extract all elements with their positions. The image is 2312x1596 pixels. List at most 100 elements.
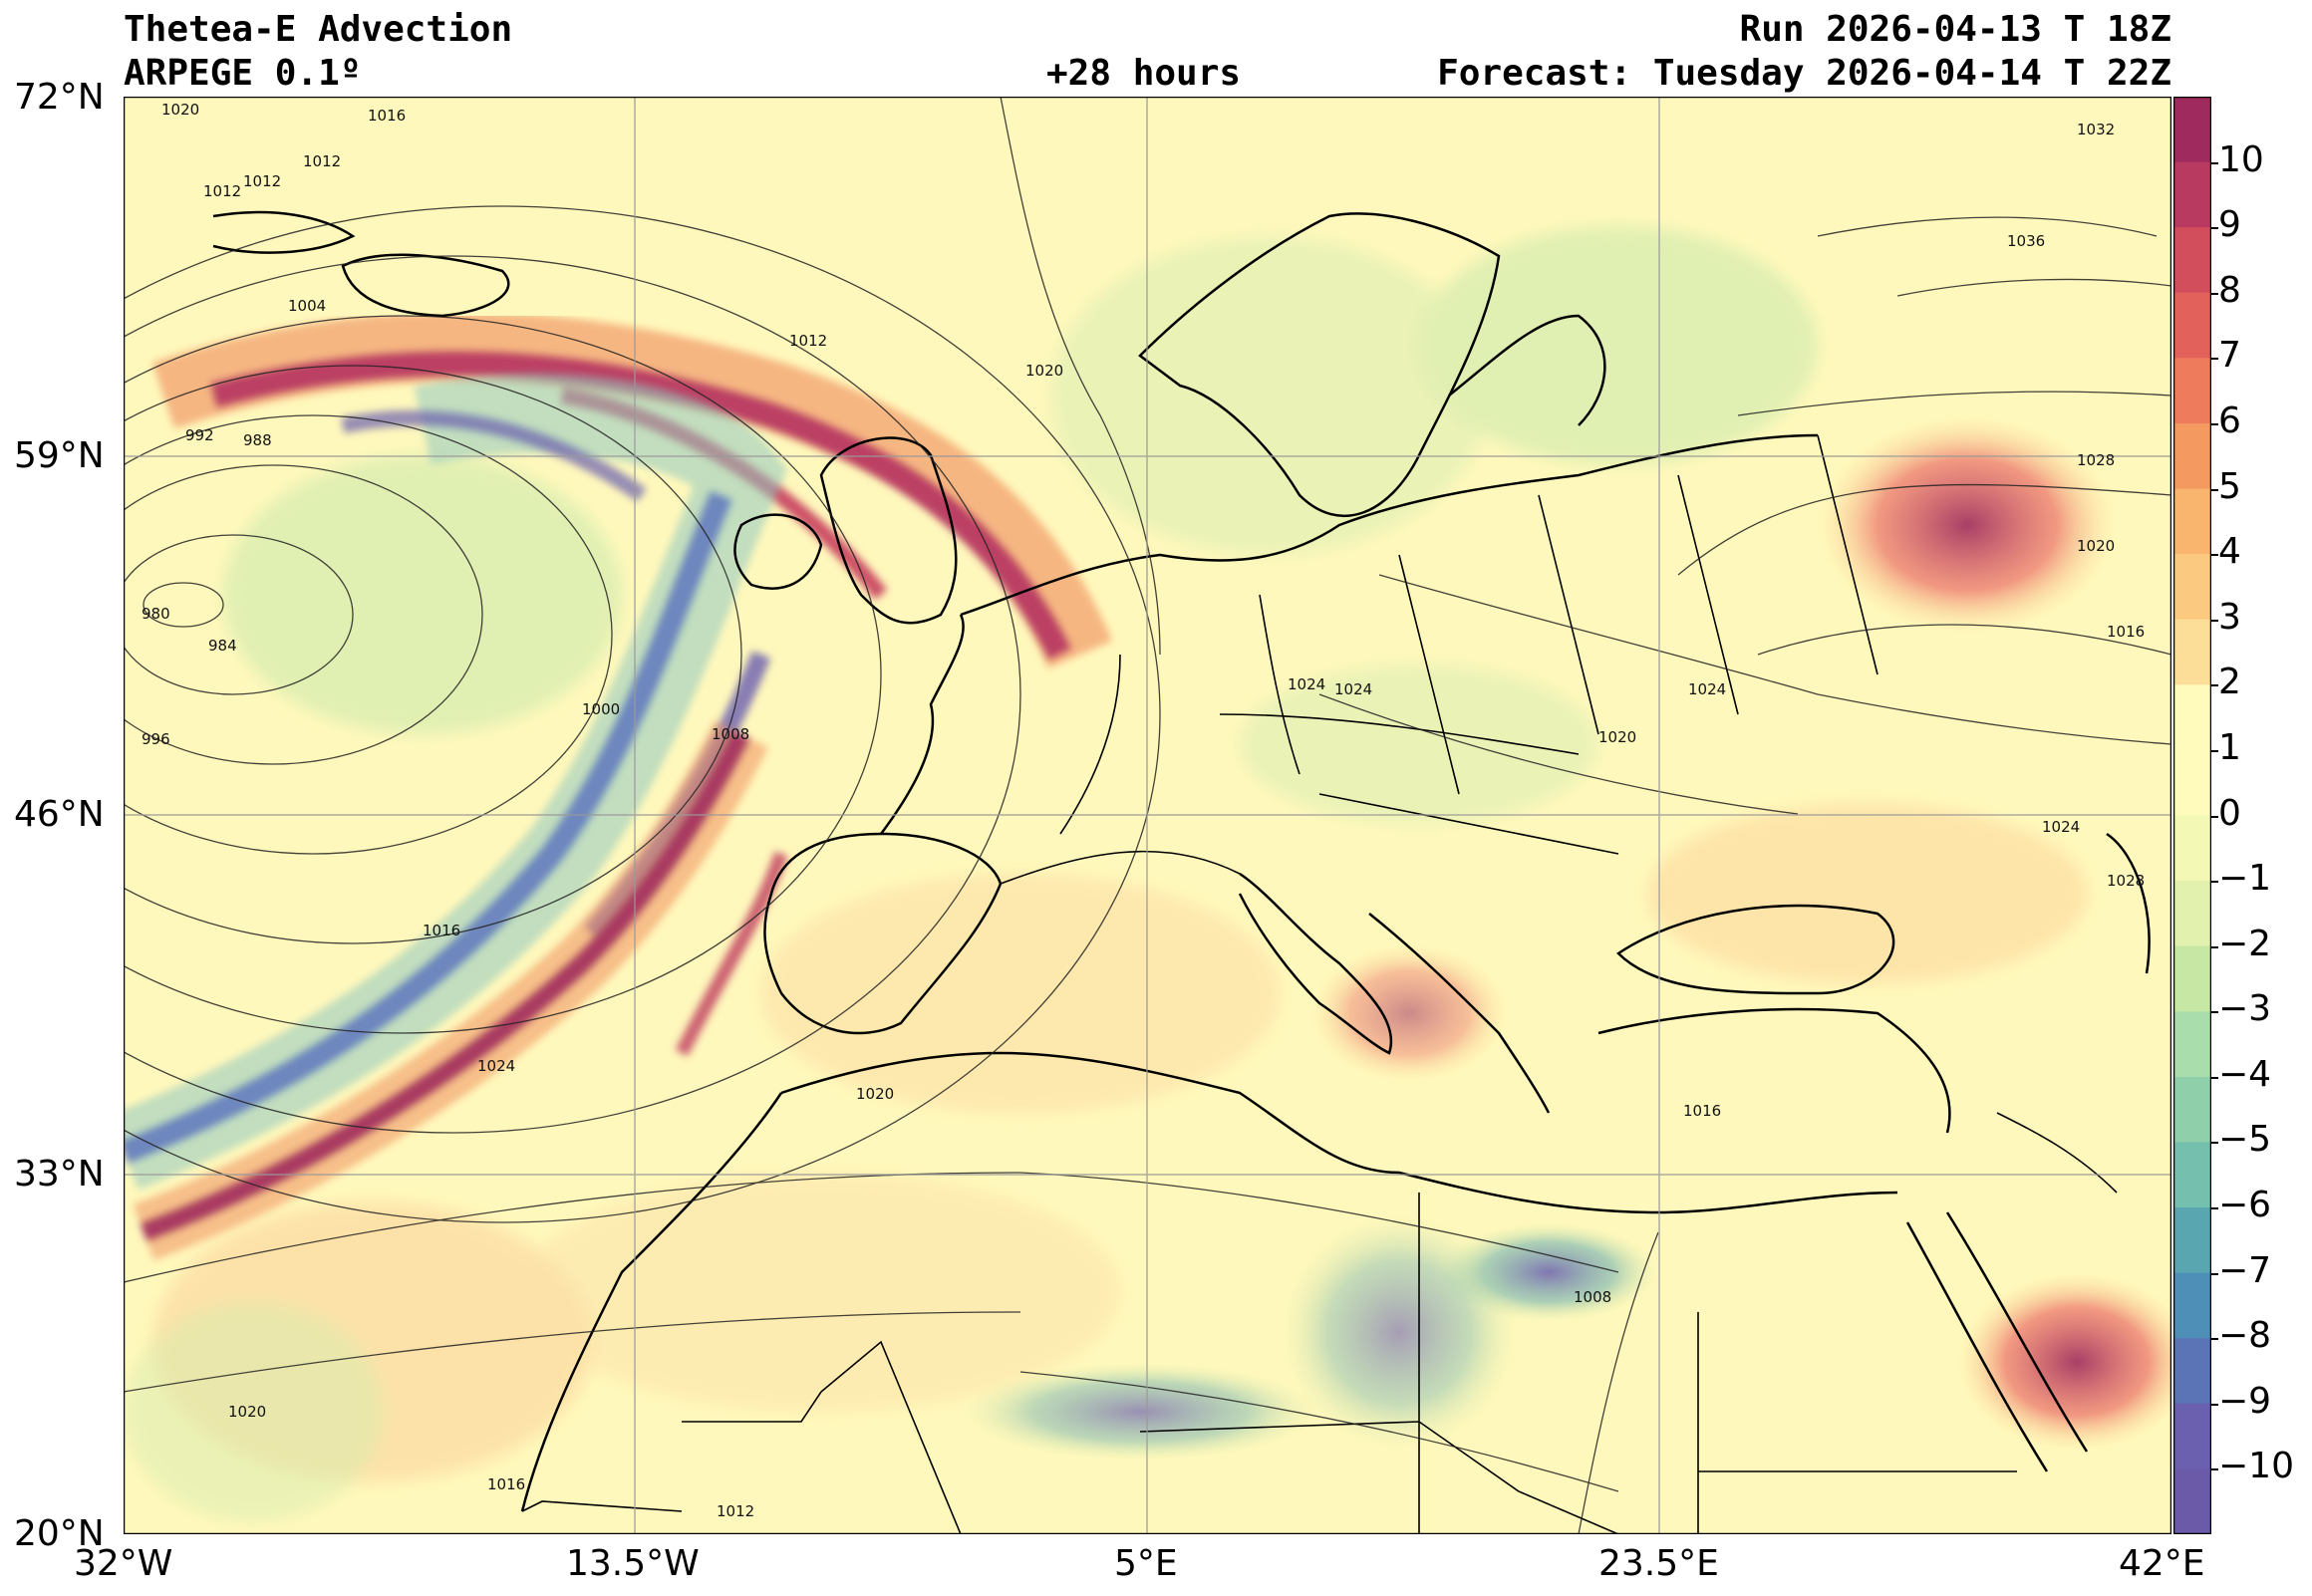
colorbar-tick xyxy=(2211,684,2218,687)
colorbar-band xyxy=(2173,945,2211,1012)
colorbar-tick-label: −1 xyxy=(2218,858,2272,900)
colorbar-band xyxy=(2173,97,2211,163)
colorbar-tick xyxy=(2211,488,2218,491)
colorbar-tick-label: −5 xyxy=(2218,1119,2272,1161)
forecast-time: Forecast: Tuesday 2026-04-14 T 22Z xyxy=(1437,53,2171,94)
isobar-label: 988 xyxy=(243,431,272,449)
lon-label-23e: 23.5°E xyxy=(1598,1543,1719,1584)
colorbar-tick xyxy=(2211,749,2218,752)
map-panel: 1020 1016 1012 1012 1012 1004 992 988 98… xyxy=(124,97,2171,1534)
colorbar-tick xyxy=(2211,619,2218,622)
isobars xyxy=(124,97,2171,1534)
advection-map: 1020 1016 1012 1012 1012 1004 992 988 98… xyxy=(124,97,2171,1534)
colorbar-band xyxy=(2173,1338,2211,1405)
isobar-label: 1012 xyxy=(243,172,281,190)
colorbar-band xyxy=(2173,227,2211,294)
isobar-label: 1016 xyxy=(423,922,460,939)
isobar-label: 1020 xyxy=(856,1085,894,1103)
colorbar-tick xyxy=(2211,358,2218,361)
colorbar-tick-label: −10 xyxy=(2218,1446,2294,1487)
isobar-label: 1032 xyxy=(2077,121,2115,138)
isobar-label: 1020 xyxy=(2077,537,2115,555)
colorbar-tick xyxy=(2211,1207,2218,1210)
colorbar-band xyxy=(2173,815,2211,882)
colorbar-tick-label: 7 xyxy=(2218,335,2241,377)
colorbar-band xyxy=(2173,1403,2211,1469)
colorbar-tick-label: −8 xyxy=(2218,1315,2272,1357)
isobar-label-group: 1020 1016 1012 1012 1012 1004 992 988 98… xyxy=(142,101,2145,1520)
colorbar-band xyxy=(2173,292,2211,359)
colorbar-band xyxy=(2173,1468,2211,1534)
colorbar-tick xyxy=(2211,945,2218,948)
colorbar-band xyxy=(2173,488,2211,555)
colorbar-band xyxy=(2173,749,2211,816)
isobar-label: 1024 xyxy=(1688,680,1726,698)
colorbar-tick-label: 4 xyxy=(2218,531,2241,573)
colorbar-tick xyxy=(2211,1011,2218,1014)
coastlines xyxy=(212,210,2151,1512)
colorbar-tick-label: 0 xyxy=(2218,792,2241,834)
isobar-label: 996 xyxy=(142,730,170,748)
colorbar-tick xyxy=(2211,1272,2218,1275)
colorbar-band xyxy=(2173,619,2211,685)
lon-label-32w: 32°W xyxy=(74,1543,173,1584)
isobar-label: 984 xyxy=(208,637,237,655)
isobar-label: 1016 xyxy=(1683,1102,1721,1120)
isobar-label: 1028 xyxy=(2107,872,2145,890)
lead-time: +28 hours xyxy=(1046,53,1242,94)
colorbar-tick xyxy=(2211,1142,2218,1145)
isobar-label: 1024 xyxy=(1288,675,1325,693)
lat-label-72: 72°N xyxy=(14,77,105,118)
isobar-label: 1012 xyxy=(789,332,827,350)
colorbar-band xyxy=(2173,1011,2211,1078)
colorbar-band xyxy=(2173,1076,2211,1143)
colorbar-tick xyxy=(2211,1403,2218,1406)
colorbar-tick-label: 10 xyxy=(2218,138,2264,180)
colorbar-tick xyxy=(2211,815,2218,818)
isobar-label: 1036 xyxy=(2007,232,2045,250)
isobar-label: 1016 xyxy=(368,107,406,125)
colorbar-tick-label: 2 xyxy=(2218,662,2241,703)
colorbar-tick xyxy=(2211,1468,2218,1471)
colorbar-tick-label: −9 xyxy=(2218,1380,2272,1422)
borders xyxy=(521,434,2118,1534)
colorbar-tick xyxy=(2211,554,2218,557)
isobar-label: 1012 xyxy=(717,1502,754,1520)
colorbar-tick-label: 3 xyxy=(2218,596,2241,638)
colorbar-band xyxy=(2173,1207,2211,1274)
colorbar-tick-label: 9 xyxy=(2218,204,2241,246)
colorbar-tick xyxy=(2211,1338,2218,1341)
lon-label-13w: 13.5°W xyxy=(566,1543,700,1584)
isobar-label: 1012 xyxy=(303,152,341,170)
warm-blob-arabia xyxy=(1957,1272,2171,1452)
lat-label-33: 33°N xyxy=(14,1154,105,1195)
colorbar-band xyxy=(2173,1272,2211,1339)
lon-label-42e: 42°E xyxy=(2119,1543,2205,1584)
lon-label-5e: 5°E xyxy=(1114,1543,1178,1584)
colorbar-tick-label: 5 xyxy=(2218,465,2241,507)
colorbar-tick-label: −6 xyxy=(2218,1185,2272,1226)
isobar-label: 992 xyxy=(185,426,214,444)
colorbar-tick xyxy=(2211,422,2218,425)
colorbar-band xyxy=(2173,881,2211,947)
isobar-label: 1024 xyxy=(1334,680,1372,698)
lat-label-59: 59°N xyxy=(14,435,105,476)
isobar-label: 1016 xyxy=(487,1475,525,1493)
colorbar-tick xyxy=(2211,292,2218,295)
isobar-label: 1024 xyxy=(2042,818,2080,836)
isobar-label: 1012 xyxy=(203,182,241,200)
colorbar-band xyxy=(2173,358,2211,424)
colorbar xyxy=(2173,97,2211,1534)
isobar-label: 1028 xyxy=(2077,451,2115,469)
colorbar-tick-label: 6 xyxy=(2218,399,2241,441)
run-time: Run 2026-04-13 T 18Z xyxy=(1739,9,2171,50)
isobar-label: 1008 xyxy=(712,725,749,743)
isobar-label: 980 xyxy=(142,605,170,623)
colorbar-tick-label: 8 xyxy=(2218,269,2241,311)
colorbar-tick-label: −4 xyxy=(2218,1053,2272,1095)
colorbar-tick xyxy=(2211,161,2218,164)
isobar-label: 1008 xyxy=(1574,1288,1611,1306)
warm-blob-east xyxy=(1818,415,2117,635)
colorbar-band xyxy=(2173,422,2211,490)
colorbar-tick xyxy=(2211,1076,2218,1079)
